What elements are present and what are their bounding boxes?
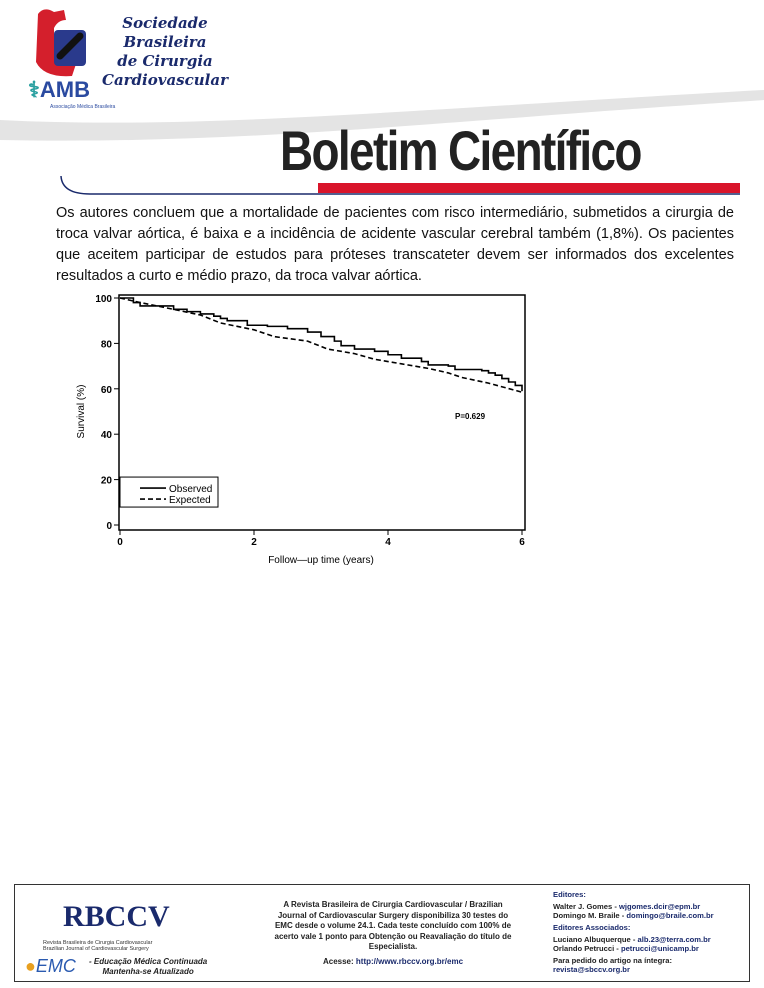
y-tick-label: 40 (101, 430, 113, 441)
plot-frame (118, 294, 526, 531)
legend-label: Observed (169, 484, 212, 495)
emc-subtitle-line: Mantenha-se Atualizado (102, 967, 194, 976)
editors-heading: Editores: (553, 890, 586, 899)
amb-logo: ⚕AMB (28, 78, 90, 102)
emc-subtitle: - Educação Médica Continuada Mantenha-se… (89, 957, 207, 977)
series-expected-line (119, 297, 523, 393)
access-label: Acesse: (322, 957, 356, 966)
rbccv-logo: RBCCV (63, 897, 170, 937)
x-tick-label: 4 (385, 537, 391, 548)
request-label: Para pedido do artigo na íntegra: (553, 956, 672, 965)
footer-description: A Revista Brasileira de Cirurgia Cardiov… (274, 900, 512, 951)
header-rule (60, 176, 740, 195)
x-tick-label: 0 (117, 537, 123, 548)
emc-globe-icon: ● (25, 956, 36, 976)
rbccv-logo-text: RBCCV (63, 900, 170, 933)
editor-email[interactable]: domingo@braile.com.br (626, 911, 714, 920)
amb-logo-text: AMB (39, 77, 91, 102)
caduceus-icon: ⚕ (28, 77, 40, 102)
editor-name: Orlando Petrucci - (553, 944, 621, 953)
p-value-annotation: P=0.629 (455, 412, 486, 421)
series-observed-line (120, 297, 523, 392)
org-name-line: de Cirurgia (117, 52, 213, 70)
footer-box: RBCCV Revista Brasileira de Cirurgia Car… (14, 884, 750, 982)
y-tick-label: 100 (95, 294, 112, 305)
y-tick-label: 60 (101, 385, 113, 396)
title-accent-bar (318, 183, 740, 193)
y-tick-label: 0 (106, 521, 112, 532)
editor-email[interactable]: wjgomes.dcir@epm.br (618, 902, 701, 911)
editor-name: Domingo M. Braile - (553, 911, 627, 920)
amb-subtitle: Associação Médica Brasileira (50, 104, 116, 110)
editor-name: Walter J. Gomes - (553, 902, 619, 911)
emc-logo-text: EMC (35, 956, 76, 976)
editors-block: Editores: Walter J. Gomes - wjgomes.dcir… (553, 887, 753, 974)
sbccv-heart-logo (36, 9, 86, 77)
editor-entry: Luciano Albuquerque - alb.23@terra.com.b… (553, 935, 753, 944)
org-name: Sociedade Brasileira de Cirurgia Cardiov… (80, 14, 250, 90)
y-axis-label: Survival (%) (76, 385, 87, 439)
x-tick-label: 6 (519, 537, 525, 548)
body-paragraph: Os autores concluem que a mortalidade de… (56, 205, 734, 284)
rbccv-subtitle-line: Revista Brasileira de Cirurgia Cardiovas… (43, 940, 153, 946)
editor-entry: Domingo M. Braile - domingo@braile.com.b… (553, 911, 753, 920)
legend-box (119, 476, 219, 508)
org-name-line: Cardiovascular (102, 71, 228, 89)
footer-access: Acesse: http://www.rbccv.org.br/emc (273, 957, 513, 967)
org-name-line: Sociedade Brasileira (122, 14, 208, 51)
associate-editors-heading: Editores Associados: (553, 923, 631, 932)
editor-name: Luciano Albuquerque - (553, 935, 638, 944)
page-title: Boletim Científico (280, 119, 642, 182)
y-tick-label: 20 (101, 476, 113, 487)
emc-logo: ●EMC (25, 956, 76, 976)
x-axis-label: Follow—up time (years) (268, 555, 374, 566)
editor-entry: Walter J. Gomes - wjgomes.dcir@epm.br (553, 902, 753, 911)
access-link[interactable]: http://www.rbccv.org.br/emc (355, 957, 464, 966)
header-swoosh (0, 90, 764, 141)
rbccv-subtitle-line: Brazilian Journal of Cardiovascular Surg… (43, 946, 149, 952)
x-tick-label: 2 (251, 537, 257, 548)
request-email[interactable]: revista@sbccv.org.br (553, 965, 630, 974)
editor-email[interactable]: alb.23@terra.com.br (637, 935, 711, 944)
rbccv-subtitle: Revista Brasileira de Cirurgia Cardiovas… (43, 940, 152, 952)
editor-entry: Orlando Petrucci - petrucci@unicamp.br (553, 944, 753, 953)
editor-email[interactable]: petrucci@unicamp.br (620, 944, 699, 953)
legend-label: Expected (169, 495, 211, 506)
emc-subtitle-line: - Educação Médica Continuada (89, 957, 208, 966)
y-tick-label: 80 (101, 339, 113, 350)
